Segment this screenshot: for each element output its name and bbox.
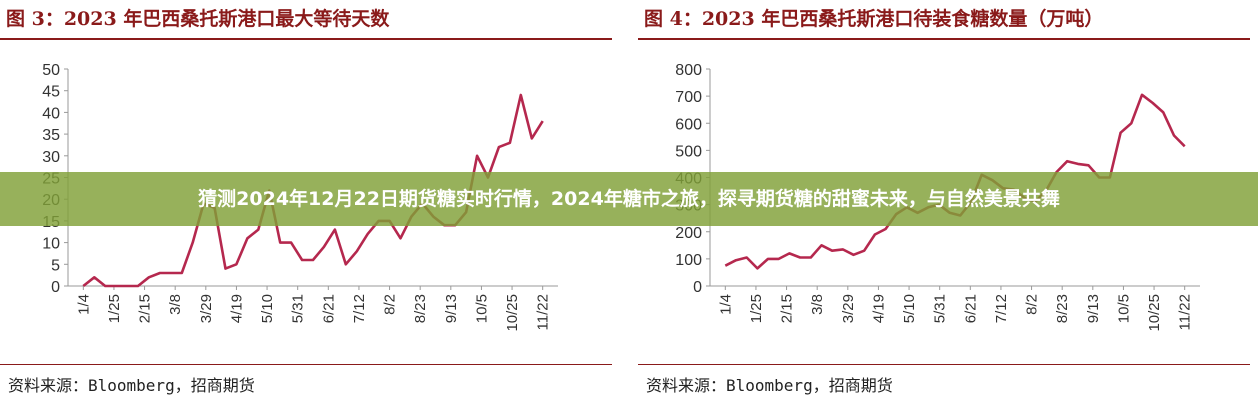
x-tick-label: 3/8	[809, 294, 826, 315]
x-tick-label: 1/25	[748, 294, 765, 323]
y-tick-label: 700	[675, 89, 702, 106]
x-tick-label: 1/25	[106, 294, 123, 323]
x-tick-label: 5/10	[901, 294, 918, 323]
y-tick-label: 0	[51, 279, 60, 296]
x-tick-label: 3/29	[840, 294, 857, 323]
x-tick-label: 2/15	[137, 294, 154, 323]
title-divider	[0, 38, 612, 40]
chart-source: 资料来源：Bloomberg，招商期货	[646, 376, 893, 395]
source-divider	[638, 364, 1250, 365]
banner-text: 猜测2024年12月22日期货糖实时行情，2024年糖市之旅，探寻期货糖的甜蜜未…	[198, 188, 1060, 210]
x-tick-label: 11/22	[1177, 294, 1194, 330]
y-tick-label: 600	[675, 116, 702, 133]
x-tick-label: 8/23	[412, 294, 429, 323]
x-tick-label: 8/23	[1054, 294, 1071, 323]
x-tick-label: 1/4	[717, 294, 734, 315]
title-divider	[638, 38, 1250, 40]
chart-source: 资料来源：Bloomberg，招商期货	[8, 376, 255, 395]
y-tick-label: 5	[51, 257, 60, 274]
chart-panel-right: 图 4：2023 年巴西桑托斯港口待装食糖数量（万吨） 010020030040…	[638, 0, 1258, 400]
y-tick-label: 30	[42, 149, 60, 166]
x-tick-label: 9/13	[1085, 294, 1102, 323]
x-tick-label: 4/19	[870, 294, 887, 323]
x-tick-label: 10/5	[1115, 294, 1132, 323]
x-tick-label: 10/25	[1146, 294, 1163, 332]
x-tick-label: 3/29	[198, 294, 215, 323]
y-tick-label: 50	[42, 62, 60, 79]
x-tick-label: 8/2	[382, 294, 399, 315]
x-tick-label: 6/21	[962, 294, 979, 323]
x-tick-label: 6/21	[320, 294, 337, 323]
y-tick-label: 10	[42, 236, 60, 253]
x-tick-label: 1/4	[75, 294, 92, 315]
x-tick-label: 7/12	[351, 294, 368, 323]
y-tick-label: 800	[675, 62, 702, 79]
x-tick-label: 9/13	[443, 294, 460, 323]
x-tick-label: 10/25	[504, 294, 521, 332]
x-tick-label: 4/19	[228, 294, 245, 323]
y-tick-label: 35	[42, 127, 60, 144]
y-tick-label: 0	[693, 279, 702, 296]
overlay-banner	[0, 172, 1258, 226]
y-tick-label: 45	[42, 84, 60, 101]
x-tick-label: 5/31	[290, 294, 307, 323]
x-tick-label: 10/5	[473, 294, 490, 323]
y-tick-label: 200	[675, 225, 702, 242]
chart-title: 图 4：2023 年巴西桑托斯港口待装食糖数量（万吨）	[644, 8, 1104, 30]
x-tick-label: 5/10	[259, 294, 276, 323]
x-tick-label: 2/15	[779, 294, 796, 323]
x-tick-label: 7/12	[993, 294, 1010, 323]
x-tick-label: 3/8	[167, 294, 184, 315]
x-tick-label: 8/2	[1024, 294, 1041, 315]
y-tick-label: 500	[675, 143, 702, 160]
y-tick-label: 100	[675, 252, 702, 269]
chart-title: 图 3：2023 年巴西桑托斯港口最大等待天数	[6, 8, 390, 30]
y-tick-label: 40	[42, 105, 60, 122]
x-tick-label: 11/22	[535, 294, 552, 330]
source-divider	[0, 364, 612, 365]
x-tick-label: 5/31	[932, 294, 949, 323]
